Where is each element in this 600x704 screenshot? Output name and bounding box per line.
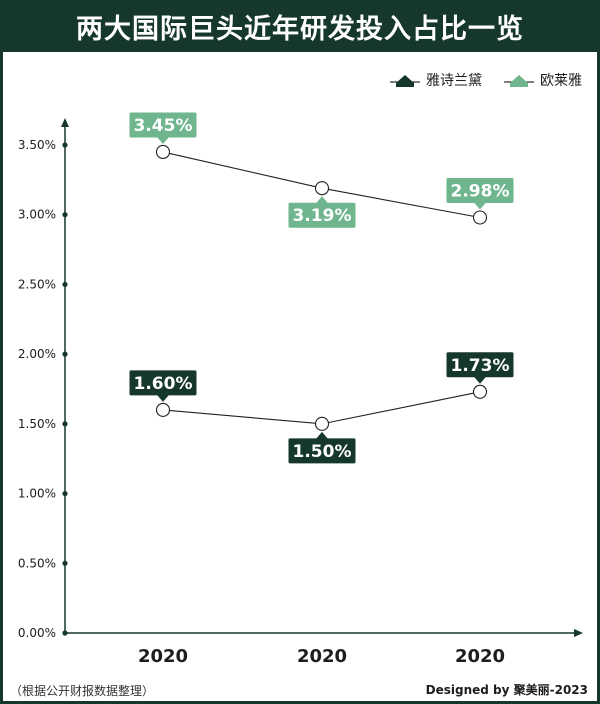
x-axis-arrow-icon [574, 629, 583, 637]
data-label-text: 1.50% [293, 442, 352, 462]
credit-text: Designed by 聚美丽-2023 [425, 683, 588, 697]
data-label-2-3: 2.98% [445, 177, 515, 210]
x-tick-label: 2020 [138, 646, 188, 667]
data-label-2-1: 3.45% [128, 111, 198, 144]
series-1-point [155, 402, 171, 417]
y-tick-dot [62, 142, 68, 148]
y-tick-label: 3.00% [18, 208, 56, 222]
y-tick-label: 2.00% [18, 347, 56, 361]
series-1-point [472, 384, 488, 399]
legend-item-series-1: 雅诗兰黛 [390, 70, 482, 90]
y-tick-label: 1.50% [18, 417, 56, 431]
y-tick-dot [62, 281, 68, 288]
y-tick-dot [62, 560, 68, 566]
legend-item-series-2: 欧莱雅 [504, 70, 582, 90]
data-label-pointer [157, 136, 169, 144]
data-label-text: 1.60% [134, 374, 193, 394]
series-2-point [155, 144, 171, 160]
y-tick-label: 2.50% [18, 277, 56, 291]
y-tick-dot [62, 212, 68, 218]
y-tick-dot [62, 421, 68, 427]
x-tick-label: 2020 [297, 646, 347, 667]
data-label-1-3: 1.73% [445, 351, 515, 384]
legend-label-series-2: 欧莱雅 [540, 73, 582, 89]
data-label-pointer [316, 196, 328, 204]
series-1-point [314, 416, 330, 431]
y-tick-dot [62, 630, 68, 636]
y-tick-label: 0.00% [18, 626, 56, 640]
y-tick-label: 3.50% [18, 138, 56, 152]
legend-label-series-1: 雅诗兰黛 [426, 73, 482, 89]
series-1-swatch-icon [390, 75, 420, 87]
data-label-text: 1.73% [451, 356, 510, 376]
data-label-text: 3.45% [134, 116, 193, 136]
x-tick-label: 2020 [455, 646, 505, 667]
footer-note: （根据公开财报数据整理） [10, 684, 155, 698]
data-label-pointer [316, 431, 328, 439]
y-tick-dot [62, 490, 68, 497]
chart-title: 两大国际巨头近年研发投入占比一览 [0, 0, 600, 52]
data-label-text: 3.19% [293, 206, 352, 226]
y-tick-label: 0.50% [18, 556, 56, 570]
series-2-point [314, 181, 330, 196]
data-label-pointer [474, 202, 486, 210]
y-tick-label: 1.00% [18, 487, 56, 501]
series-2-point [472, 210, 488, 225]
data-label-2-2: 3.19% [287, 196, 357, 229]
y-axis-arrow-icon [61, 118, 69, 127]
y-tick-dot [62, 351, 68, 357]
series-2-swatch-icon [504, 75, 534, 87]
data-label-text: 2.98% [451, 182, 510, 202]
data-label-pointer [474, 376, 486, 384]
data-label-pointer [157, 394, 169, 402]
data-label-1-1: 1.60% [128, 369, 198, 402]
data-label-1-2: 1.50% [287, 431, 357, 465]
legend: 雅诗兰黛 欧莱雅 [390, 70, 582, 90]
